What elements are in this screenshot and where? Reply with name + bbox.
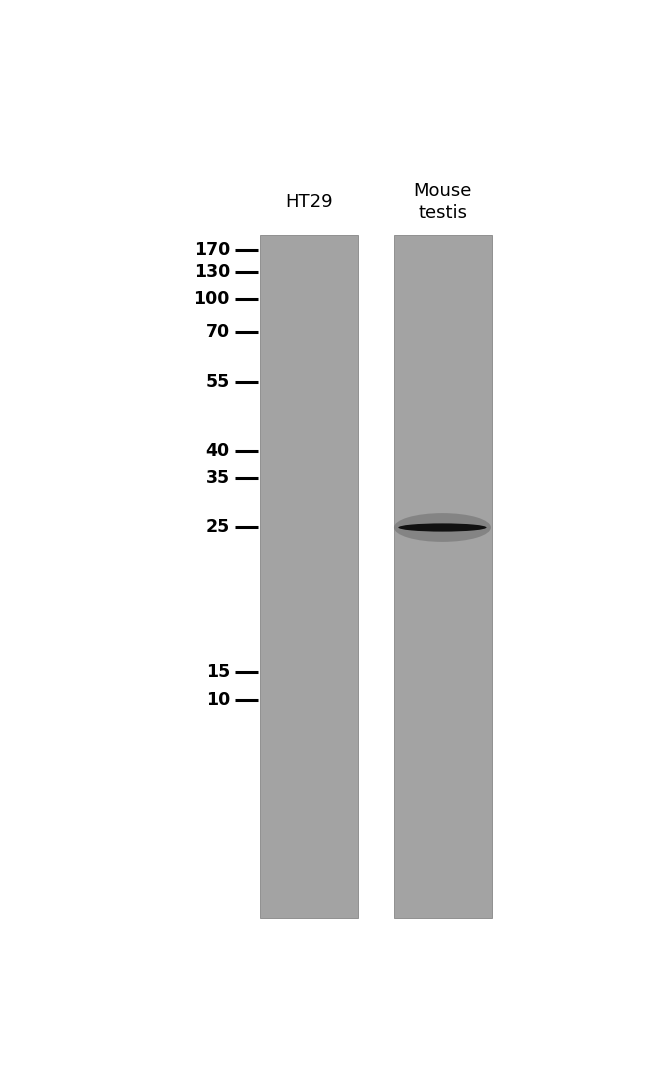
Text: 40: 40	[206, 441, 230, 460]
Text: HT29: HT29	[285, 193, 333, 212]
Ellipse shape	[394, 513, 491, 542]
Bar	[260, 235, 358, 918]
Text: 130: 130	[194, 263, 230, 281]
Text: 70: 70	[206, 323, 230, 341]
Text: 10: 10	[205, 692, 230, 710]
Text: 25: 25	[205, 517, 230, 536]
Text: 170: 170	[194, 242, 230, 259]
Text: 55: 55	[205, 373, 230, 391]
Ellipse shape	[398, 524, 486, 531]
Text: 100: 100	[194, 290, 230, 308]
Text: 35: 35	[206, 469, 230, 487]
Text: 15: 15	[205, 663, 230, 681]
Bar	[393, 235, 492, 918]
Text: Mouse
testis: Mouse testis	[413, 182, 472, 222]
